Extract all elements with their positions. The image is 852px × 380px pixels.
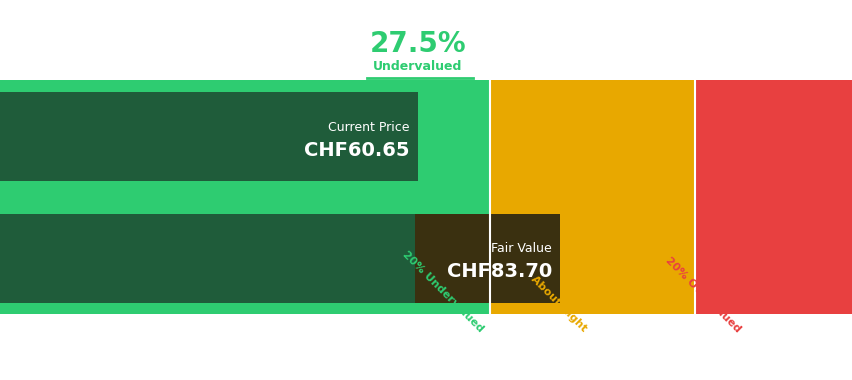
Bar — [694, 80, 852, 314]
Text: Current Price: Current Price — [327, 121, 409, 134]
Bar — [0, 214, 560, 303]
Text: CHF83.70: CHF83.70 — [446, 262, 551, 281]
Text: Fair Value: Fair Value — [491, 242, 551, 255]
Text: About Right: About Right — [528, 274, 588, 334]
Text: 20% Overvalued: 20% Overvalued — [662, 255, 741, 334]
Text: 20% Undervalued: 20% Undervalued — [400, 249, 485, 334]
Bar — [0, 92, 417, 181]
Bar — [0, 80, 489, 314]
Bar — [415, 214, 560, 303]
Bar — [489, 80, 694, 314]
Text: CHF60.65: CHF60.65 — [303, 141, 409, 160]
Text: 27.5%: 27.5% — [369, 30, 466, 58]
Text: Undervalued: Undervalued — [373, 60, 462, 73]
